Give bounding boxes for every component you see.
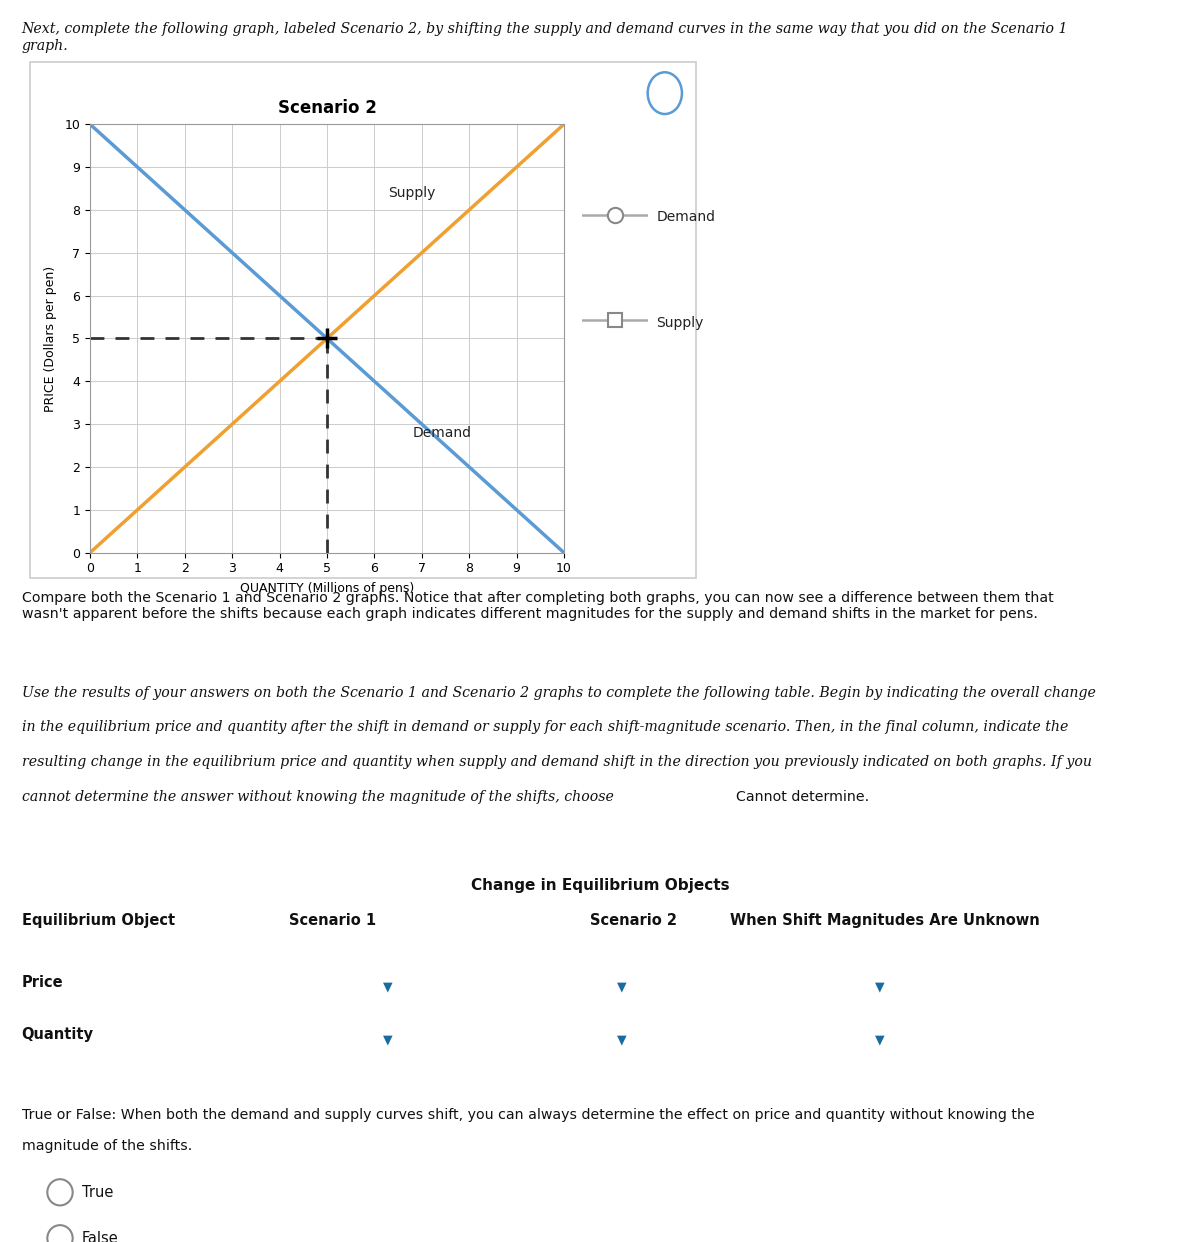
Circle shape: [47, 1225, 73, 1242]
Y-axis label: PRICE (Dollars per pen): PRICE (Dollars per pen): [44, 266, 58, 411]
Text: True or False: When both the demand and supply curves shift, you can always dete: True or False: When both the demand and …: [22, 1108, 1034, 1122]
Title: Scenario 2: Scenario 2: [277, 99, 377, 117]
Text: Cannot determine.: Cannot determine.: [736, 790, 869, 804]
Text: resulting change in the equilibrium price and quantity when supply and demand sh: resulting change in the equilibrium pric…: [22, 755, 1092, 769]
Text: Price: Price: [22, 975, 64, 990]
Text: ?: ?: [660, 86, 670, 103]
Text: Supply: Supply: [389, 186, 436, 200]
Circle shape: [47, 1179, 73, 1206]
Text: ▼: ▼: [383, 981, 392, 994]
Text: ▼: ▼: [617, 1033, 626, 1046]
Text: Demand: Demand: [656, 210, 715, 225]
X-axis label: QUANTITY (Millions of pens): QUANTITY (Millions of pens): [240, 582, 414, 595]
Text: Equilibrium Object: Equilibrium Object: [22, 913, 175, 928]
Text: Scenario 2: Scenario 2: [589, 913, 677, 928]
Text: Quantity: Quantity: [22, 1027, 94, 1042]
Text: When Shift Magnitudes Are Unknown: When Shift Magnitudes Are Unknown: [730, 913, 1040, 928]
Text: magnitude of the shifts.: magnitude of the shifts.: [22, 1139, 192, 1153]
Text: Use the results of your answers on both the Scenario 1 and Scenario 2 graphs to : Use the results of your answers on both …: [22, 686, 1096, 699]
Text: in the equilibrium price and quantity after the shift in demand or supply for ea: in the equilibrium price and quantity af…: [22, 720, 1068, 734]
Text: Next, complete the following graph, labeled Scenario 2, by shifting the supply a: Next, complete the following graph, labe…: [22, 22, 1068, 52]
Text: ▼: ▼: [617, 981, 626, 994]
Text: True: True: [82, 1185, 113, 1200]
Text: Demand: Demand: [413, 426, 472, 440]
Text: Compare both the Scenario 1 and Scenario 2 graphs. Notice that after completing : Compare both the Scenario 1 and Scenario…: [22, 591, 1054, 621]
Text: cannot determine the answer without knowing the magnitude of the shifts, choose: cannot determine the answer without know…: [22, 790, 618, 804]
Text: False: False: [82, 1231, 119, 1242]
Text: ▼: ▼: [875, 1033, 884, 1046]
Text: Change in Equilibrium Objects: Change in Equilibrium Objects: [470, 878, 730, 893]
Text: Supply: Supply: [656, 315, 703, 330]
Circle shape: [648, 72, 682, 114]
Text: Scenario 1: Scenario 1: [289, 913, 377, 928]
Text: ▼: ▼: [875, 981, 884, 994]
Text: ▼: ▼: [383, 1033, 392, 1046]
